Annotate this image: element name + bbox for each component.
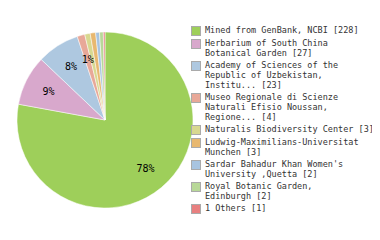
svg-text:78%: 78% [137, 163, 155, 174]
html-text:Museo Regionale di Scienze: Museo Regionale di Scienze [205, 91, 339, 102]
html-text:Academy of Sciences of the: Academy of Sciences of the [205, 59, 339, 70]
html-text:Botanical Garden [27]: Botanical Garden [27] [205, 47, 313, 58]
svg-text:8%: 8% [65, 61, 77, 72]
svg-text:1%: 1% [82, 54, 94, 65]
html-text:Sardar Bahadur Khan Women's: Sardar Bahadur Khan Women's [205, 158, 344, 169]
html-text:Herbarium of South China: Herbarium of South China [205, 37, 328, 48]
html-text:Mined from GenBank, NCBI [228]: Mined from GenBank, NCBI [228] [205, 24, 359, 35]
html-text:Ludwig-Maximilians-Universitat: Ludwig-Maximilians-Universitat [205, 136, 359, 147]
html-text:Naturalis Biodiversity Center: Naturalis Biodiversity Center [3] [205, 123, 374, 134]
html-text:Royal Botanic Garden,: Royal Botanic Garden, [205, 180, 313, 191]
html-text:Regione... [4]: Regione... [4] [205, 111, 277, 122]
html-text:Munchen [3]: Munchen [3] [205, 146, 262, 157]
html-text:Edinburgh [2]: Edinburgh [2] [205, 190, 272, 201]
html-text:Republic of Uzbekistan,: Republic of Uzbekistan, [205, 69, 323, 80]
html-text:Institu... [23]: Institu... [23] [205, 79, 282, 90]
html-text:University ,Quetta [2]: University ,Quetta [2] [205, 168, 318, 179]
html-text:1 Others [1]: 1 Others [1] [205, 202, 267, 213]
html-text:Naturali Efisio Noussan,: Naturali Efisio Noussan, [205, 101, 328, 112]
svg-text:9%: 9% [42, 86, 54, 97]
